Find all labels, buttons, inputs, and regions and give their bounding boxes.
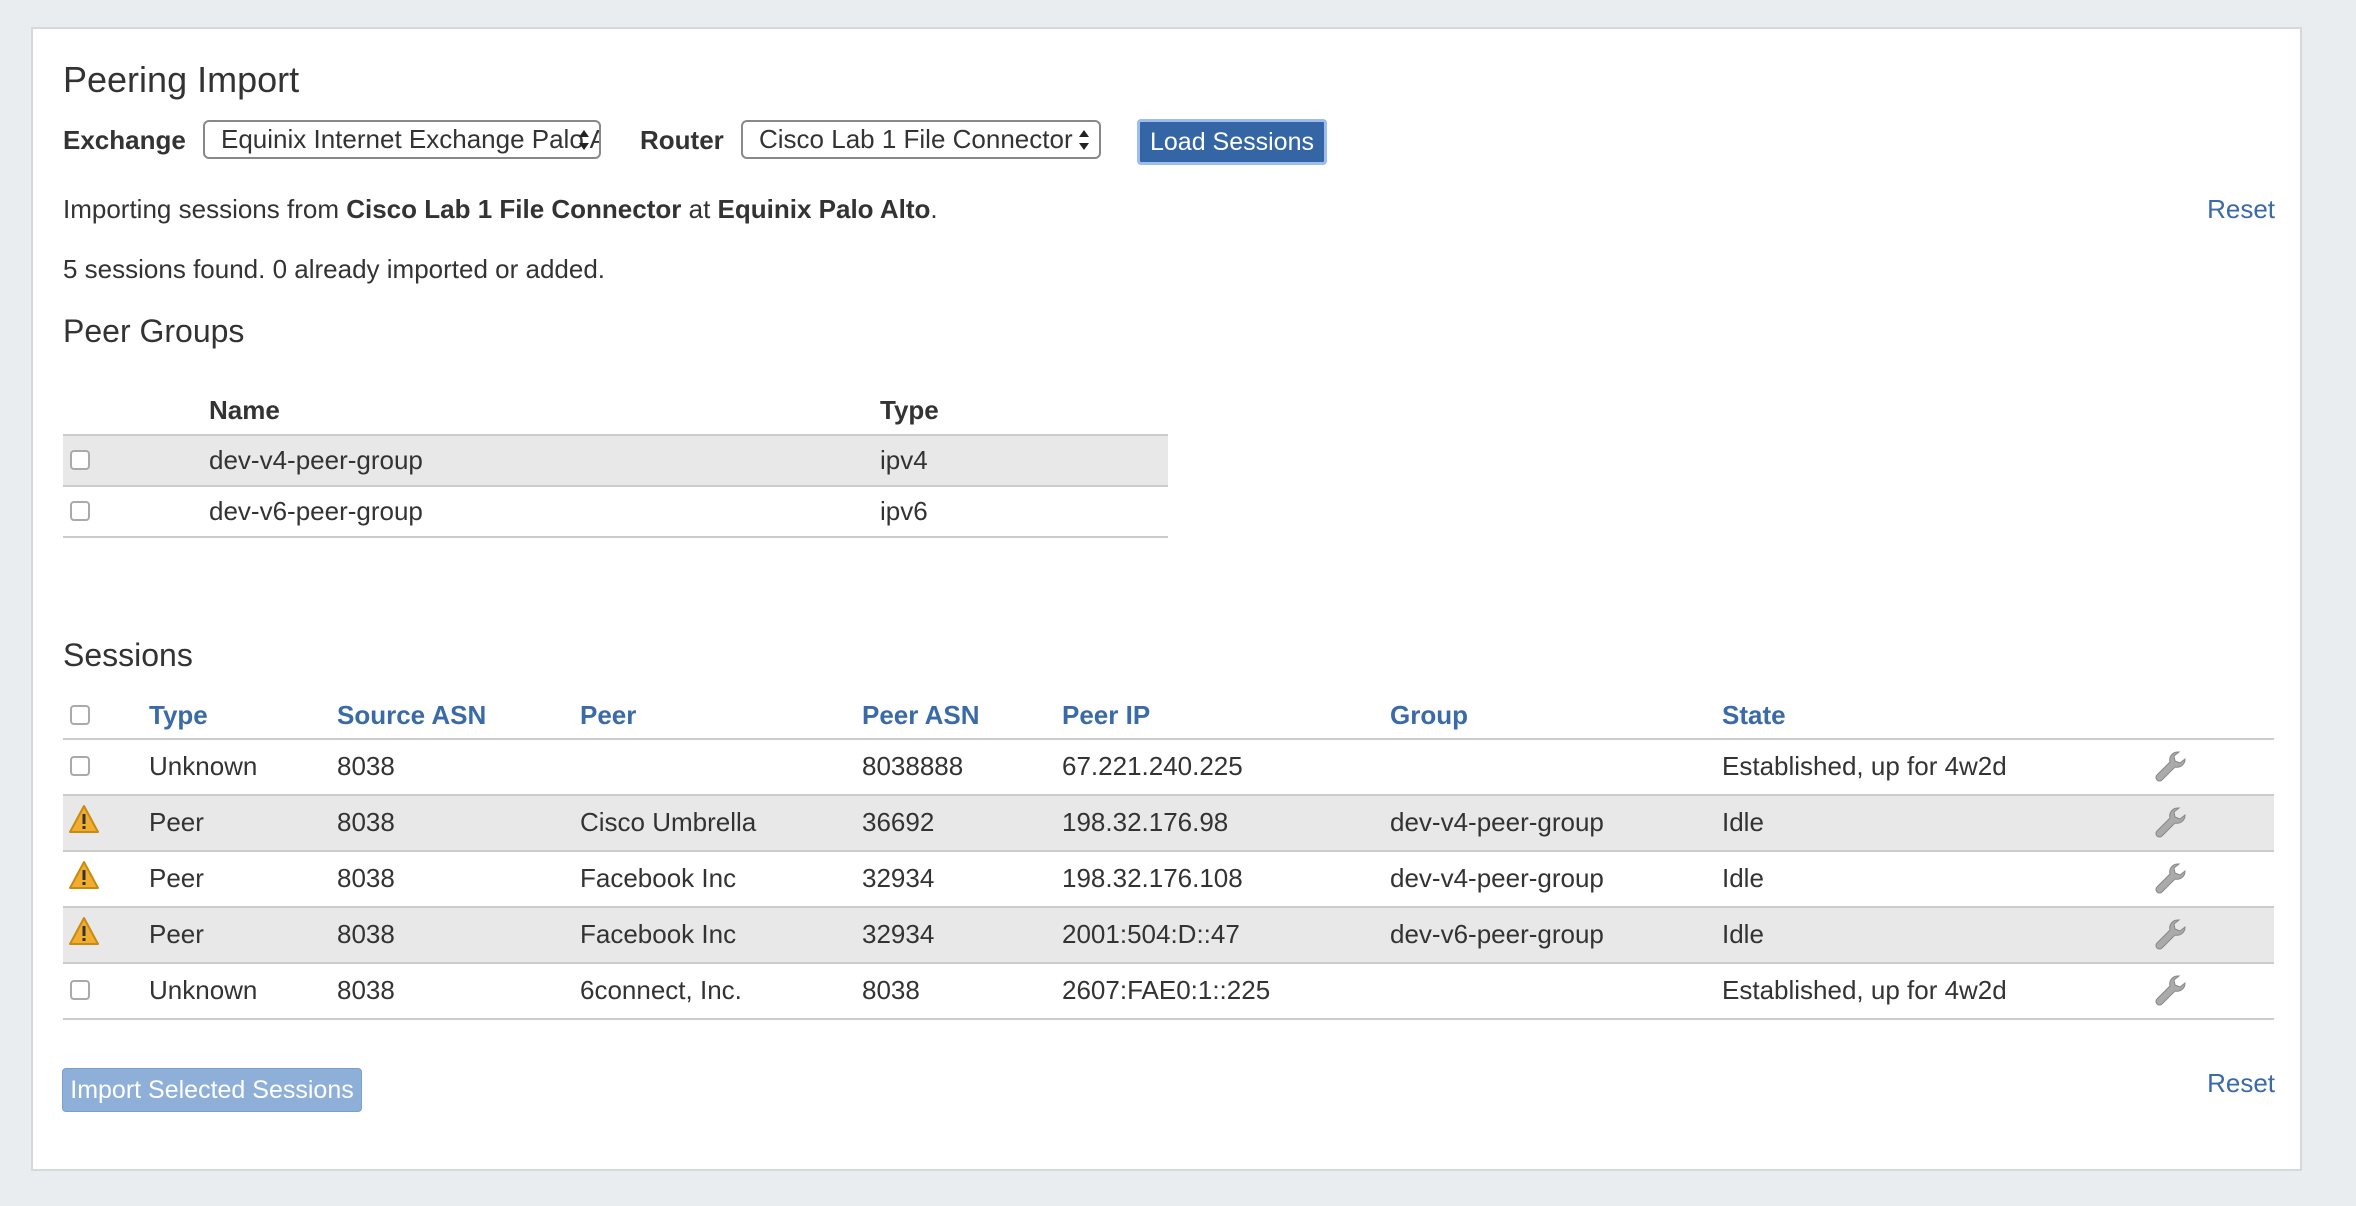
cell: 198.32.176.98 xyxy=(1062,807,1229,837)
row-divider xyxy=(63,850,2274,852)
cell: Cisco Umbrella xyxy=(580,807,757,837)
sessions-title: Sessions xyxy=(63,637,193,673)
panel xyxy=(31,27,2302,1171)
checkbox[interactable] xyxy=(70,980,90,1000)
cell: 8038 xyxy=(337,975,395,1005)
column-header[interactable]: Type xyxy=(149,700,208,730)
row-divider xyxy=(63,536,1168,538)
import-button[interactable]: Import Selected Sessions xyxy=(62,1068,362,1112)
cell: 198.32.176.108 xyxy=(1062,863,1243,893)
warning-icon xyxy=(68,804,100,840)
checkbox[interactable] xyxy=(70,756,90,776)
cell: 8038 xyxy=(337,919,395,949)
cell: 8038 xyxy=(337,863,395,893)
edit-icon[interactable] xyxy=(2154,749,2188,783)
router-label: Router xyxy=(640,125,724,155)
cell: 32934 xyxy=(862,863,935,893)
row-band xyxy=(63,434,1168,485)
status-text: . xyxy=(930,194,938,224)
row-band xyxy=(63,906,2274,962)
cell: 67.221.240.225 xyxy=(1062,751,1243,781)
cell: 36692 xyxy=(862,807,935,837)
cell: dev-v4-peer-group xyxy=(1390,807,1604,837)
cell: Peer xyxy=(149,863,204,893)
cell: Unknown xyxy=(149,975,258,1005)
column-header[interactable]: Source ASN xyxy=(337,700,487,730)
cell: Facebook Inc xyxy=(580,919,737,949)
exchange-value: Equinix Internet Exchange Palo Alto xyxy=(221,124,601,154)
cell: Idle xyxy=(1722,807,1764,837)
status-text: Importing sessions from xyxy=(63,194,347,224)
edit-icon[interactable] xyxy=(2154,917,2188,951)
column-header: Type xyxy=(880,395,939,425)
cell: Idle xyxy=(1722,863,1764,893)
cell: ipv4 xyxy=(880,445,928,475)
cell: 8038 xyxy=(337,751,395,781)
edit-icon[interactable] xyxy=(2154,973,2188,1007)
select-arrows xyxy=(1079,130,1089,150)
cell: Established, up for 4w2d xyxy=(1722,975,2007,1005)
status-line: Importing sessions from Cisco Lab 1 File… xyxy=(63,194,938,224)
peer-groups-title: Peer Groups xyxy=(63,313,245,349)
checkbox[interactable] xyxy=(70,450,90,470)
column-header[interactable]: Group xyxy=(1390,700,1468,730)
cell: 8038 xyxy=(337,807,395,837)
cell: 2001:504:D::47 xyxy=(1062,919,1240,949)
exchange-select[interactable]: Equinix Internet Exchange Palo Alto xyxy=(203,120,601,159)
warning-icon xyxy=(68,916,100,952)
column-header[interactable]: Peer ASN xyxy=(862,700,980,730)
row-divider xyxy=(63,485,1168,487)
column-header[interactable]: Peer xyxy=(580,700,637,730)
row-divider xyxy=(63,794,2274,796)
exchange-label: Exchange xyxy=(63,125,186,155)
page-title: Peering Import xyxy=(63,59,300,100)
reset-link[interactable]: Reset xyxy=(2207,1068,2275,1098)
edit-icon[interactable] xyxy=(2154,805,2188,839)
load-sessions-button[interactable]: Load Sessions xyxy=(1137,119,1327,165)
column-header[interactable]: State xyxy=(1722,700,1786,730)
row-divider xyxy=(63,1018,2274,1020)
reset-link[interactable]: Reset xyxy=(2207,194,2275,224)
warning-icon xyxy=(68,860,100,896)
cell: Idle xyxy=(1722,919,1764,949)
cell: 8038 xyxy=(862,975,920,1005)
status-router: Cisco Lab 1 File Connector xyxy=(346,194,682,224)
cell: 32934 xyxy=(862,919,935,949)
summary: 5 sessions found. 0 already imported or … xyxy=(63,254,606,284)
cell: dev-v4-peer-group xyxy=(209,445,423,475)
row-divider xyxy=(63,906,2274,908)
cell: Unknown xyxy=(149,751,258,781)
edit-icon[interactable] xyxy=(2154,861,2188,895)
cell: dev-v4-peer-group xyxy=(1390,863,1604,893)
cell: ipv6 xyxy=(880,496,928,526)
row-band xyxy=(63,794,2274,850)
cell: Peer xyxy=(149,807,204,837)
select-arrows xyxy=(579,130,589,150)
router-value: Cisco Lab 1 File Connector xyxy=(759,124,1073,154)
cell: 2607:FAE0:1::225 xyxy=(1062,975,1271,1005)
status-text: at xyxy=(681,194,718,224)
row-divider xyxy=(63,738,2274,740)
cell: 6connect, Inc. xyxy=(580,975,742,1005)
cell: dev-v6-peer-group xyxy=(1390,919,1604,949)
cell: dev-v6-peer-group xyxy=(209,496,423,526)
checkbox[interactable] xyxy=(70,501,90,521)
row-divider xyxy=(63,962,2274,964)
checkbox[interactable] xyxy=(70,705,90,725)
cell: 8038888 xyxy=(862,751,964,781)
status-exchange: Equinix Palo Alto xyxy=(717,194,931,224)
column-header: Name xyxy=(209,395,280,425)
cell: Peer xyxy=(149,919,204,949)
cell: Established, up for 4w2d xyxy=(1722,751,2007,781)
row-divider xyxy=(63,434,1168,436)
column-header[interactable]: Peer IP xyxy=(1062,700,1151,730)
router-select[interactable]: Cisco Lab 1 File Connector xyxy=(741,120,1101,159)
cell: Facebook Inc xyxy=(580,863,737,893)
